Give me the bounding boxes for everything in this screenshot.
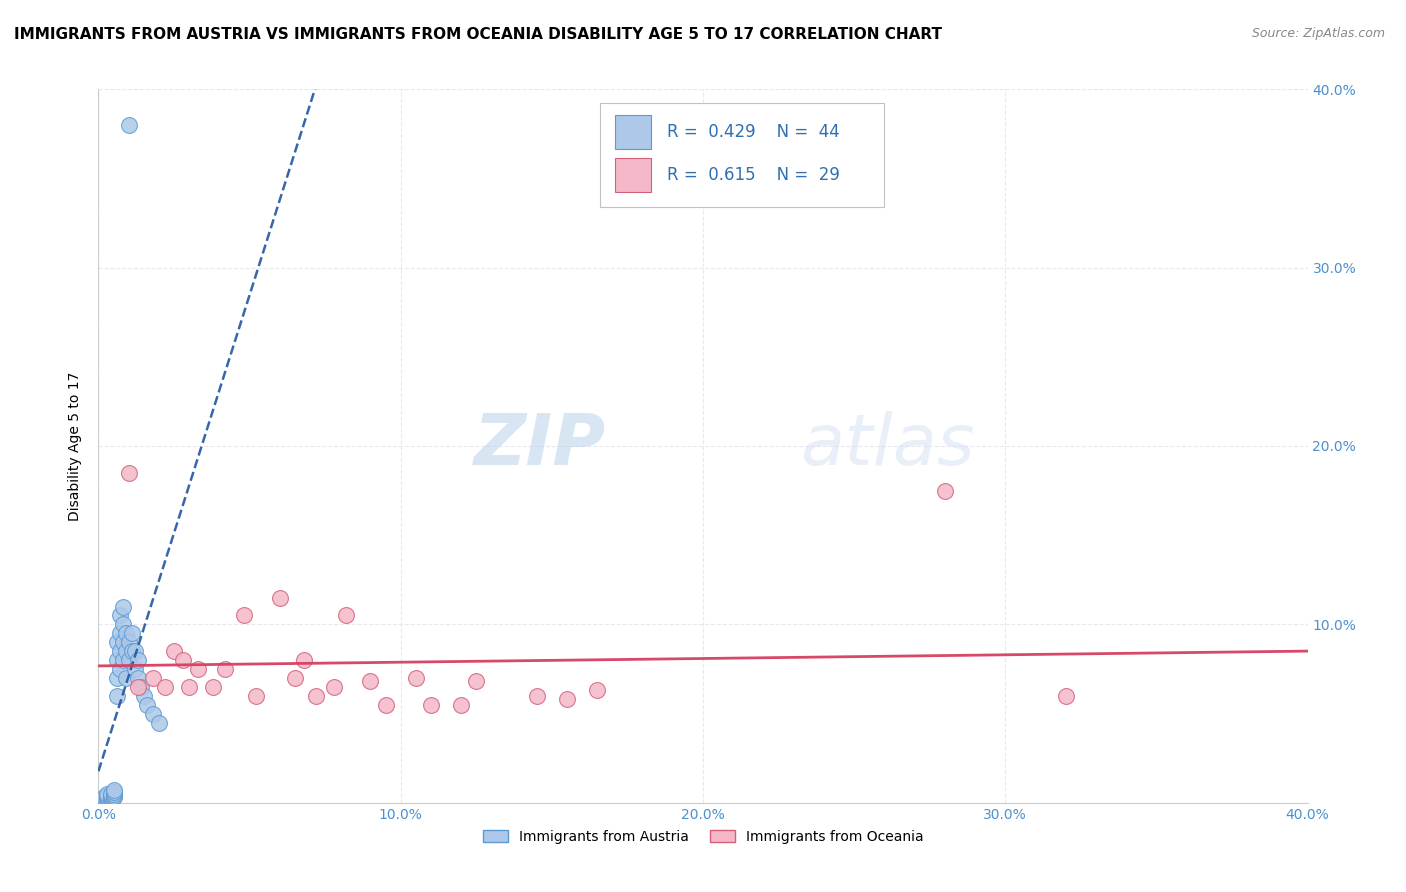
Point xyxy=(108,644,131,658)
Point xyxy=(121,626,143,640)
Text: IMMIGRANTS FROM AUSTRIA VS IMMIGRANTS FROM OCEANIA DISABILITY AGE 5 TO 17 CORREL: IMMIGRANTS FROM AUSTRIA VS IMMIGRANTS FR… xyxy=(14,27,942,42)
Point xyxy=(105,671,128,685)
Point xyxy=(100,787,122,801)
Point xyxy=(105,653,128,667)
Point xyxy=(323,680,346,694)
Point xyxy=(555,692,578,706)
Point xyxy=(111,635,134,649)
Point xyxy=(93,790,115,805)
Point xyxy=(153,680,176,694)
Point xyxy=(96,792,118,806)
Point xyxy=(103,785,125,799)
Point xyxy=(127,671,149,685)
Point xyxy=(121,644,143,658)
Point xyxy=(420,698,443,712)
Point xyxy=(111,599,134,614)
Text: R =  0.429    N =  44: R = 0.429 N = 44 xyxy=(666,123,839,141)
Point xyxy=(934,483,956,498)
Text: Source: ZipAtlas.com: Source: ZipAtlas.com xyxy=(1251,27,1385,40)
Point xyxy=(118,118,141,132)
Point xyxy=(108,626,131,640)
Point xyxy=(335,608,357,623)
Point xyxy=(118,635,141,649)
Point xyxy=(129,680,152,694)
Point xyxy=(127,653,149,667)
Point xyxy=(202,680,225,694)
Point xyxy=(100,792,122,806)
Point xyxy=(108,662,131,676)
Point xyxy=(292,653,315,667)
Point xyxy=(135,698,157,712)
Text: atlas: atlas xyxy=(800,411,974,481)
Point xyxy=(114,671,136,685)
Point xyxy=(132,689,155,703)
Point xyxy=(450,698,472,712)
Point xyxy=(93,792,115,806)
Point xyxy=(111,653,134,667)
Point xyxy=(1054,689,1077,703)
Point xyxy=(127,680,149,694)
Point xyxy=(124,644,146,658)
Point xyxy=(405,671,427,685)
Point xyxy=(114,626,136,640)
Point xyxy=(96,790,118,805)
Point xyxy=(105,635,128,649)
Text: ZIP: ZIP xyxy=(474,411,606,481)
Point xyxy=(374,698,396,712)
Point xyxy=(214,662,236,676)
Point xyxy=(108,608,131,623)
Point xyxy=(172,653,194,667)
Point xyxy=(124,662,146,676)
Point xyxy=(103,787,125,801)
Point xyxy=(586,683,609,698)
Bar xyxy=(614,158,651,192)
Y-axis label: Disability Age 5 to 17: Disability Age 5 to 17 xyxy=(69,371,83,521)
Point xyxy=(103,789,125,803)
Point xyxy=(118,653,141,667)
Point xyxy=(163,644,186,658)
Point xyxy=(105,689,128,703)
Point xyxy=(179,680,201,694)
Legend: Immigrants from Austria, Immigrants from Oceania: Immigrants from Austria, Immigrants from… xyxy=(477,824,929,849)
Point xyxy=(526,689,548,703)
Point xyxy=(269,591,291,605)
Point xyxy=(284,671,307,685)
Point xyxy=(103,783,125,797)
Point xyxy=(100,789,122,803)
Point xyxy=(96,787,118,801)
Point xyxy=(118,466,141,480)
Point xyxy=(187,662,209,676)
Point xyxy=(142,671,165,685)
Point xyxy=(96,789,118,803)
Point xyxy=(465,674,488,689)
Point xyxy=(100,790,122,805)
Text: R =  0.615    N =  29: R = 0.615 N = 29 xyxy=(666,166,839,184)
Point xyxy=(360,674,382,689)
Point xyxy=(103,790,125,805)
Point xyxy=(305,689,328,703)
Point xyxy=(142,706,165,721)
Point xyxy=(232,608,254,623)
Point xyxy=(245,689,267,703)
Point xyxy=(148,715,170,730)
Point xyxy=(114,644,136,658)
Bar xyxy=(614,115,651,149)
Point xyxy=(111,617,134,632)
FancyBboxPatch shape xyxy=(600,103,884,207)
